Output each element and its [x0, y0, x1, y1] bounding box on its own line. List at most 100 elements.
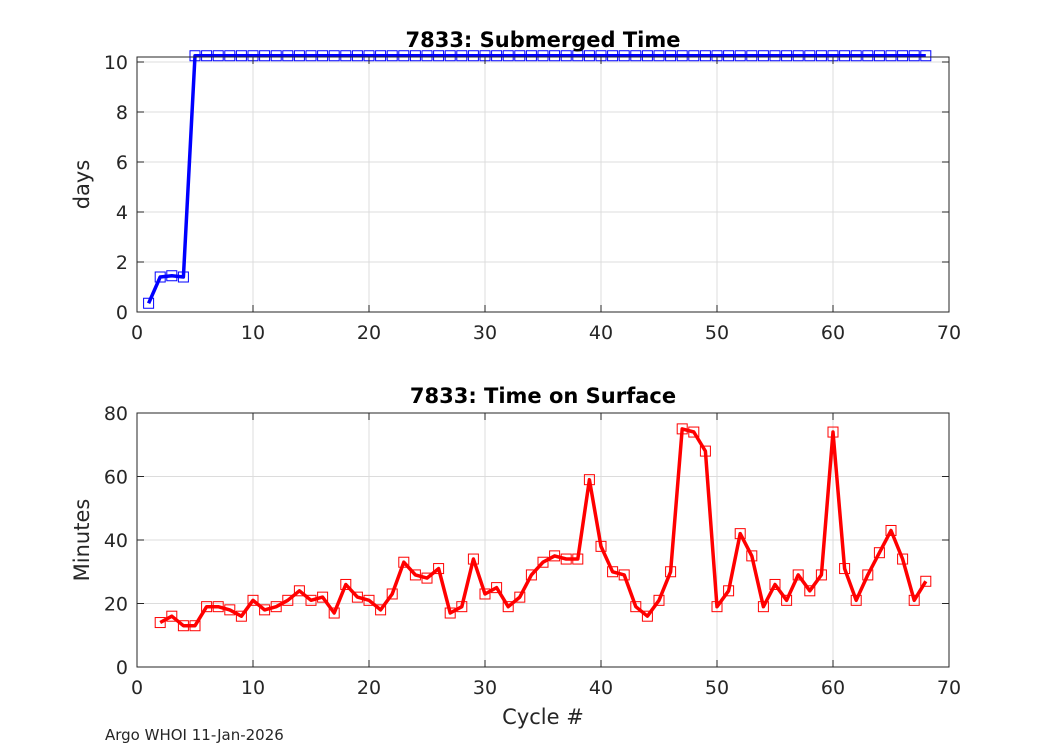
- data-point: [514, 50, 526, 62]
- data-point: [375, 50, 387, 62]
- data-point: [479, 588, 491, 600]
- data-point: [769, 578, 781, 590]
- data-point: [920, 575, 932, 587]
- y-axis-label: days: [70, 160, 94, 210]
- data-point: [421, 50, 433, 62]
- data-point: [641, 50, 653, 62]
- x-tick-label: 50: [705, 677, 729, 699]
- data-point: [444, 607, 456, 619]
- data-point: [839, 563, 851, 575]
- x-tick-label: 0: [131, 677, 143, 699]
- data-point: [351, 591, 363, 603]
- data-point: [177, 271, 189, 283]
- x-tick-label: 70: [937, 322, 961, 344]
- y-tick-label: 4: [116, 202, 128, 224]
- y-tick-label: 40: [104, 530, 128, 552]
- data-point: [467, 50, 479, 62]
- data-point: [815, 50, 827, 62]
- data-point: [850, 594, 862, 606]
- plot-area: [137, 57, 949, 312]
- data-point: [212, 601, 224, 613]
- data-point: [792, 50, 804, 62]
- data-point: [804, 585, 816, 597]
- data-point: [746, 50, 758, 62]
- data-point: [201, 50, 213, 62]
- data-point: [653, 50, 665, 62]
- data-point: [305, 594, 317, 606]
- x-tick-label: 20: [357, 677, 381, 699]
- data-point: [757, 50, 769, 62]
- data-point: [572, 50, 584, 62]
- data-point: [746, 550, 758, 562]
- y-tick-label: 10: [104, 52, 128, 74]
- data-point: [317, 591, 329, 603]
- data-point: [398, 50, 410, 62]
- chart-title: 7833: Time on Surface: [410, 384, 676, 408]
- data-point: [723, 585, 735, 597]
- data-point: [583, 474, 595, 486]
- y-tick-label: 60: [104, 467, 128, 489]
- data-point: [560, 553, 572, 565]
- data-point: [502, 601, 514, 613]
- data-point: [433, 563, 445, 575]
- data-point: [444, 50, 456, 62]
- data-point: [630, 50, 642, 62]
- data-point: [166, 610, 178, 622]
- data-point: [177, 620, 189, 632]
- data-point: [827, 426, 839, 438]
- data-point: [409, 50, 421, 62]
- y-tick-label: 2: [116, 252, 128, 274]
- data-point: [351, 50, 363, 62]
- data-point: [757, 601, 769, 613]
- data-point: [897, 50, 909, 62]
- data-point: [270, 601, 282, 613]
- data-point: [525, 50, 537, 62]
- x-tick-label: 10: [241, 677, 265, 699]
- data-point: [607, 566, 619, 578]
- data-point: [154, 271, 166, 283]
- series-line-surface: [159, 427, 928, 628]
- data-point: [293, 585, 305, 597]
- data-point: [908, 594, 920, 606]
- data-point: [595, 540, 607, 552]
- data-point: [166, 270, 178, 282]
- data-point: [282, 594, 294, 606]
- data-point: [699, 445, 711, 457]
- data-point: [549, 550, 561, 562]
- data-point: [433, 50, 445, 62]
- data-point: [699, 50, 711, 62]
- data-point: [873, 50, 885, 62]
- data-point: [386, 588, 398, 600]
- data-point: [804, 50, 816, 62]
- data-point: [305, 50, 317, 62]
- data-point: [572, 553, 584, 565]
- x-tick-label: 60: [821, 322, 845, 344]
- data-point: [398, 556, 410, 568]
- data-point: [143, 297, 155, 309]
- data-point: [908, 50, 920, 62]
- data-point: [212, 50, 224, 62]
- data-point: [270, 50, 282, 62]
- x-tick-label: 60: [821, 677, 845, 699]
- y-tick-label: 20: [104, 594, 128, 616]
- x-tick-label: 30: [473, 322, 497, 344]
- data-point: [583, 50, 595, 62]
- data-point: [665, 50, 677, 62]
- y-tick-label: 0: [116, 302, 128, 324]
- chart-1: 0 10 20 30 40 50 60 70 0 2 4 6 8 10 7833: Submerged Ti…: [70, 28, 961, 344]
- x-axis-label: Cycle #: [502, 705, 584, 729]
- data-point: [815, 569, 827, 581]
- data-point: [630, 601, 642, 613]
- data-point: [247, 594, 259, 606]
- x-tick-label: 20: [357, 322, 381, 344]
- data-point: [839, 50, 851, 62]
- data-point: [618, 569, 630, 581]
- data-point: [537, 50, 549, 62]
- data-point: [734, 528, 746, 540]
- data-point: [781, 50, 793, 62]
- data-point: [259, 604, 271, 616]
- y-tick-label: 6: [116, 152, 128, 174]
- data-point: [467, 553, 479, 565]
- data-point: [560, 50, 572, 62]
